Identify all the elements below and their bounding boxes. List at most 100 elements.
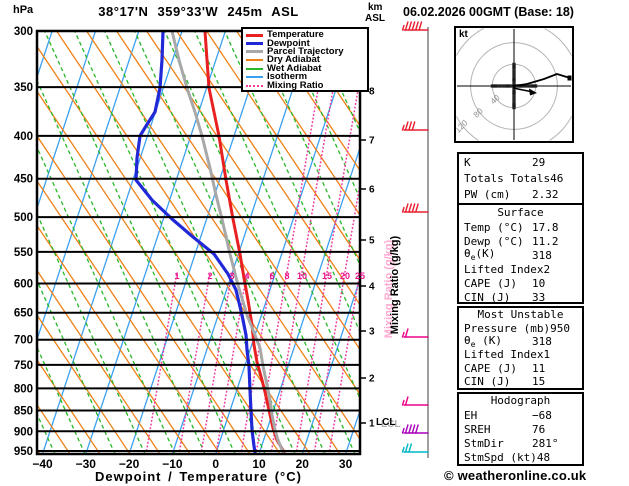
isotherm-line [0, 31, 9, 454]
isotherm-line [42, 32, 183, 453]
pressure-tick-label: 750 [14, 360, 33, 372]
legend-item-label: Mixing Ratio [267, 79, 324, 91]
mixing-ratio-label: 25 [355, 271, 365, 281]
km-tick-label: 7 [369, 136, 375, 147]
pressure-tick-label: 700 [14, 335, 33, 347]
temp-tick-label: 20 [296, 457, 310, 471]
table-row-value: 17.8 [532, 220, 559, 234]
table-section-title: Surface [497, 206, 544, 219]
table-row-label: θe (K) [464, 334, 502, 350]
wind-barbs [401, 21, 429, 453]
table-row-label: CIN (J) [464, 374, 511, 388]
mixing-ratio-labels: 1 2 3 4 6 8 10 15 20 25 [174, 271, 365, 281]
table-row-value: 318 [532, 335, 552, 349]
table-row-label: CIN (J) [464, 290, 511, 304]
table-row-label: SREH [464, 422, 491, 436]
dry-adiabat-line [236, 32, 359, 215]
wet-adiabat-line [224, 32, 359, 332]
pressure-tick-label: 300 [14, 26, 33, 38]
mixing-ratio-line [270, 271, 303, 453]
skewt-grid [0, 31, 359, 454]
table-row-value: 29 [532, 155, 546, 169]
dry-adiabat-line [146, 32, 359, 350]
table-row-label: CAPE (J) [464, 276, 517, 290]
table-row-label: Lifted Index [464, 348, 544, 362]
wind-barb [401, 396, 429, 406]
table-row-label: Totals Totals [464, 171, 551, 185]
table-row-label: θe(K) [464, 247, 496, 263]
dry-adiabat-line [38, 405, 71, 453]
mixing-ratio-line [344, 184, 359, 273]
table-row-label: Pressure (mb) [464, 322, 551, 336]
altitude-axis-unit2: ASL [365, 13, 385, 24]
mixing-ratio-label: 10 [297, 271, 307, 281]
pressure-tick-label: 500 [14, 212, 33, 224]
wind-barb [401, 424, 429, 434]
wet-adiabat-line [38, 281, 116, 453]
lcl-marker-label: LCL [376, 417, 396, 428]
wet-adiabat-line [284, 32, 359, 198]
legend-item: Parcel Trajectory [246, 45, 367, 57]
km-tick-label: 1 [369, 419, 375, 430]
table-row-value: 48 [536, 450, 551, 464]
dry-adiabat-line [266, 32, 359, 171]
table-row-value: 76 [532, 422, 546, 436]
table-row-label: Temp (°C) [464, 220, 524, 234]
pressure-tick-label: 450 [14, 174, 33, 186]
table-row-value: 2.32 [532, 187, 559, 201]
isotherm-line [258, 148, 359, 453]
temp-tick-label: −40 [32, 457, 53, 471]
isotherm-line [172, 32, 313, 453]
legend-item-label: Temperature [267, 29, 324, 41]
wet-adiabat-line [38, 347, 86, 453]
legend-line-sample [246, 33, 263, 37]
wind-barb [401, 121, 429, 131]
table-section-title: Most Unstable [477, 308, 564, 321]
pressure-tick-labels: 300 350 400 450 500 550 600 650 700 750 800 850 900 9… [14, 26, 33, 458]
hodograph-unit-label: kt [459, 29, 468, 40]
table-row-label: CAPE (J) [464, 361, 517, 375]
km-tick-label: 5 [369, 236, 375, 247]
isotherm-line [38, 32, 140, 339]
table-row: K 29 [459, 154, 582, 170]
table-row: Totals Totals 46 [459, 170, 582, 186]
table-row-value: 15 [532, 374, 546, 388]
table-row-value: 33 [532, 290, 546, 304]
wet-adiabat-line [38, 81, 206, 453]
legend-item-label: Parcel Trajectory [267, 45, 344, 57]
legend-item: Mixing Ratio [246, 79, 367, 91]
temp-tick-labels: −40 −30 −20 −10 0 10 20 30 [32, 457, 352, 471]
km-tick-label: 8 [369, 87, 375, 98]
pressure-tick-label: 850 [14, 405, 33, 417]
table-row: Temp (°C) 17.8 [459, 220, 582, 234]
legend-item-label: Wet Adiabat [267, 62, 322, 74]
pressure-tick-label: 550 [14, 247, 33, 259]
table-row: Lifted Index 1 [459, 348, 582, 361]
table-row-label: StmDir [464, 436, 504, 450]
table-divider [459, 203, 582, 205]
table-row: θe (K) 318 [459, 334, 582, 350]
table-row-value: 10 [532, 276, 546, 290]
table-row-label: K [464, 155, 471, 169]
wind-barb [401, 328, 429, 338]
temp-tick-label: −20 [119, 457, 140, 471]
mixing-ratio-label: 6 [269, 271, 274, 281]
pressure-tick-label: 800 [14, 383, 33, 395]
mixing-ratio-line [295, 271, 328, 453]
table-row-value: 11 [532, 361, 546, 375]
table-row: Pressure (mb) 950 [459, 322, 582, 335]
mixing-ratio-label: 1 [174, 271, 179, 281]
wet-adiabat-line [38, 147, 176, 453]
table-row-value: 281° [532, 436, 559, 450]
table-row-value: 1 [543, 348, 551, 362]
legend-item-label: Dry Adiabat [267, 54, 320, 66]
table-row: StmDir 281° [459, 436, 582, 450]
mixing-ratio-grid [145, 32, 359, 453]
table-row-label: Dewp (°C) [464, 234, 524, 248]
table-row-value: 950 [550, 322, 570, 336]
isotherm-line [215, 32, 356, 453]
temp-tick-label: 10 [252, 457, 266, 471]
wet-adiabat-line [134, 32, 326, 453]
